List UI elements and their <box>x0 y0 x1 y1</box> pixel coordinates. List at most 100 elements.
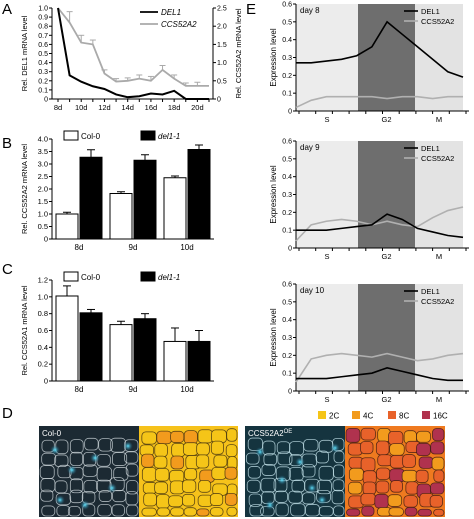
panel-e-day-10-phase-label: S <box>324 395 329 404</box>
ccs-micro-cell <box>277 451 293 466</box>
panel-c-legend-col0-swatch <box>63 271 79 282</box>
nucleus-spot <box>295 457 305 467</box>
col0-micro-cell <box>67 506 81 517</box>
col0-map-cell <box>224 493 238 506</box>
legend-del1-label: DEL1 <box>161 8 181 17</box>
ccs-map-cell <box>390 480 403 493</box>
panel-a-right-tick-label: 1.5 <box>217 42 227 49</box>
panel-e-day-8-y-tick-label: 0 <box>288 109 292 116</box>
panel-e-day-8-title: day 8 <box>300 6 320 15</box>
panel-a-left-tick-label: 0.7 <box>38 33 48 40</box>
panel-c-y-tick-label: 1.2 <box>38 276 48 285</box>
col0-map-cell <box>141 507 157 517</box>
col0-map-cell <box>171 442 186 458</box>
panel-e-day-10-ccs52a2-line <box>295 352 464 383</box>
ccs-map-cell <box>431 456 445 471</box>
col0-map-cell <box>154 481 168 495</box>
panel-e-day-9-legend-del1-label: DEL1 <box>421 144 440 153</box>
ccs-map-cell <box>377 454 393 467</box>
panel-e-day-8-phase-g2-bg <box>358 4 415 111</box>
panel-c-y-tick-label: 0.8 <box>38 309 48 318</box>
panel-c-legend-del1-swatch <box>140 271 156 282</box>
col0-micro-cell <box>83 480 98 494</box>
col0-micro-cell <box>84 437 99 451</box>
col0-map-cell <box>182 493 196 507</box>
panel-a-left-tick-label: 0.4 <box>38 60 48 67</box>
panel-e-day-9-phase-label: M <box>436 252 442 261</box>
col0-map-cell <box>226 506 238 517</box>
panel-e-day-9-y-tick-label: 0.6 <box>282 139 292 146</box>
panel-b-category-label: 8d <box>75 243 84 252</box>
col0-micro-cell <box>113 467 129 481</box>
panel-e-day-10-legend-ccs52a2-label: CCS52A2 <box>421 297 454 306</box>
ccs-map-cell <box>432 428 445 442</box>
panel-b-y-tick-label: 1.0 <box>38 210 48 219</box>
panel-e-chart: 0 0.1 0.2 0.3 0.4 0.5 0.6 day 8 Expression level… <box>269 2 469 404</box>
ccs-micro-cell <box>290 503 306 517</box>
col0-map-cell <box>156 507 171 517</box>
panel-b-bar-del1-1 <box>133 159 157 240</box>
col0-micro-cell <box>124 451 139 464</box>
col0-map-cell <box>141 431 157 445</box>
panel-a-right-tick-label: 2.0 <box>217 24 227 31</box>
ploidy-swatch-8c <box>388 411 396 419</box>
panel-b-ylabel: Rel. CCS52A2 mRNA level <box>20 144 29 234</box>
ccs-map-cell <box>376 467 391 480</box>
panel-b-y-tick-label: 3.0 <box>38 160 48 169</box>
col0-map-cell <box>226 428 238 442</box>
col0-micro-cell <box>69 489 84 504</box>
col0-micro-cell <box>56 505 71 517</box>
panel-a-x-tick-label: 8d <box>54 103 62 112</box>
nucleus-spot <box>90 453 100 463</box>
panel-letter-d: D <box>2 405 13 422</box>
panel-e-day-10-title: day 10 <box>300 286 325 295</box>
panel-e-day-9-phase-label: S <box>324 252 329 261</box>
panel-e-day-8-phase-label: G2 <box>381 115 391 124</box>
nucleus-spot <box>80 500 90 510</box>
col0-micro-cell <box>111 504 125 517</box>
panel-b-y-tick-label: 2.0 <box>38 185 48 194</box>
ccs52a2-line <box>57 7 209 87</box>
ccs-micro-cell <box>301 464 316 478</box>
ccs-map-cell <box>361 505 375 517</box>
panel-e-day-8-phase-m-bg <box>415 4 463 111</box>
panel-e-day-10-phase-label: M <box>436 395 442 404</box>
panel-e-day-10-y-tick-label: 0.3 <box>282 335 292 342</box>
ccs-micro-cell <box>247 466 262 479</box>
ccs-map-cell <box>345 427 361 443</box>
col0-map-cell <box>143 492 157 507</box>
ccs-micro-cell <box>261 463 276 476</box>
ccs-map-cell <box>360 441 374 455</box>
panel-e-day-8-y-tick-label: 0.4 <box>282 37 292 44</box>
panel-a-left-tick-label: 0.2 <box>38 78 48 85</box>
col0-micro-cell <box>96 466 113 482</box>
ccs-map-cell <box>418 456 434 469</box>
panel-e-day-10-y-tick-label: 0.5 <box>282 299 292 306</box>
ccs-micro-cell <box>303 439 319 452</box>
col0-map-cell <box>197 429 214 444</box>
nucleus-spot <box>123 441 133 451</box>
panel-a-right-tick-label: 0.5 <box>217 78 227 85</box>
panel-a-left-tick-label: 0.9 <box>38 15 48 22</box>
panel-e-day-10-phase-m-bg <box>415 284 463 391</box>
panel-c-category-label: 10d <box>180 385 193 394</box>
panel-b-category-label: 10d <box>180 243 193 252</box>
panel-e-day-9-ccs52a2-line <box>295 206 464 242</box>
col0-micro-cell <box>126 504 139 517</box>
panel-a-right-tick-label: 2.5 <box>217 6 227 13</box>
ploidy-label-16c: 16C <box>433 412 448 421</box>
col0-micro-cell <box>126 480 139 495</box>
ccs-map-cell <box>374 493 389 509</box>
col0-map-cell <box>182 442 199 456</box>
panel-e-day-9-y-tick-label: 0.5 <box>282 156 292 163</box>
panel-b-bar-col0 <box>109 193 133 240</box>
panel-a-x-tick-label: 14d <box>121 103 134 112</box>
panel-b-chart: 0 0.5 1.0 1.5 2.0 2.5 3.0 3.5 4.0 Rel. CCS52A2 mR… <box>20 130 214 252</box>
panel-a-left-tick-label: 0 <box>44 97 48 104</box>
panel-a-left-tick-label: 1.0 <box>38 6 48 13</box>
panel-e-day-10-ylabel: Expression level <box>269 308 278 366</box>
panel-e-day-9-ylabel: Expression level <box>269 165 278 223</box>
col0-micro-cell <box>54 454 69 468</box>
ccs-micro-cell <box>288 467 304 482</box>
panel-b-legend-col0-label: Col-0 <box>81 132 101 141</box>
